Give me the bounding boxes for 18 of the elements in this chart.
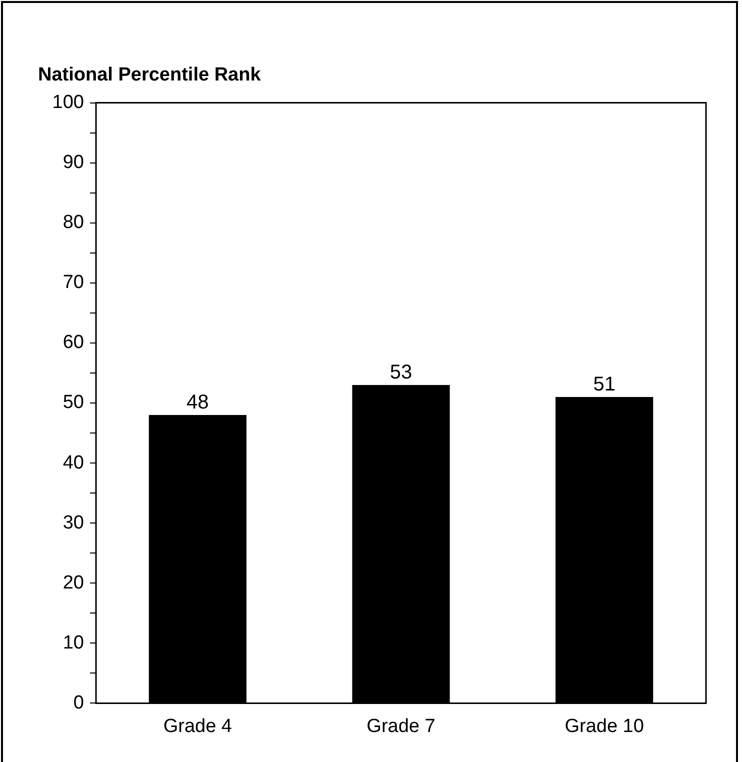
y-tick-label: 0 bbox=[73, 692, 84, 714]
y-tick-label: 90 bbox=[62, 152, 84, 174]
y-tick-label: 70 bbox=[62, 272, 84, 294]
chart-title: National Percentile Rank bbox=[38, 64, 262, 86]
data-label: 53 bbox=[390, 362, 412, 384]
y-tick-label: 100 bbox=[52, 92, 84, 114]
y-tick-label: 50 bbox=[62, 392, 84, 414]
y-tick-label: 40 bbox=[62, 452, 84, 474]
y-tick-label: 20 bbox=[62, 572, 84, 594]
x-tick-label: Grade 10 bbox=[564, 716, 644, 737]
data-label: 48 bbox=[186, 392, 209, 414]
x-tick-label: Grade 7 bbox=[366, 716, 436, 737]
y-tick-label: 80 bbox=[62, 212, 84, 234]
data-label: 51 bbox=[593, 374, 616, 396]
y-tick-label: 60 bbox=[62, 332, 84, 354]
y-tick-label: 10 bbox=[62, 632, 84, 654]
y-tick-label: 30 bbox=[62, 512, 84, 534]
x-tick-label: Grade 4 bbox=[163, 716, 232, 737]
